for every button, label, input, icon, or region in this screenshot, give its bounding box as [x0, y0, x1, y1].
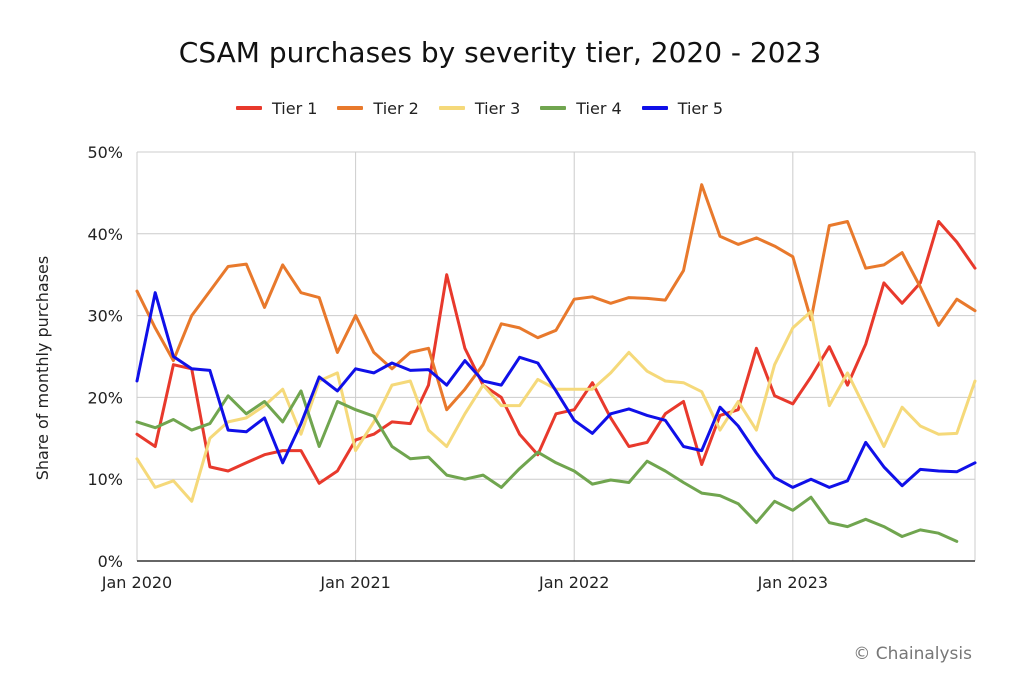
y-tick-label: 50% [87, 143, 123, 162]
series-lines [135, 183, 977, 543]
y-tick-label: 10% [87, 470, 123, 489]
chart-title: CSAM purchases by severity tier, 2020 - … [178, 36, 822, 69]
x-tick-label: Jan 2022 [538, 573, 609, 592]
legend-swatch-tier-2 [337, 106, 364, 110]
legend-label-tier-4: Tier 4 [576, 98, 622, 118]
series-line-tier-1 [135, 220, 977, 485]
y-tick-label: 20% [87, 388, 123, 407]
legend-item-tier-4: Tier 4 [540, 98, 622, 118]
legend-swatch-tier-1 [236, 106, 262, 110]
legend-swatch-tier-3 [438, 106, 465, 110]
series-line-tier-5 [135, 291, 977, 489]
x-tick-label: Jan 2020 [101, 573, 172, 592]
x-tick-label: Jan 2021 [319, 573, 390, 592]
legend-item-tier-1: Tier 1 [236, 99, 317, 118]
series-line-tier-4 [135, 389, 959, 543]
y-tick-label: 0% [98, 552, 123, 571]
series-line-tier-2 [135, 183, 977, 412]
watermark: © Chainalysis [853, 644, 972, 664]
x-tick-label: Jan 2023 [757, 573, 828, 592]
y-tick-label: 30% [87, 307, 123, 326]
legend-label-tier-1: Tier 1 [272, 98, 318, 118]
series-line-tier-3 [135, 310, 977, 503]
y-tick-label: 40% [87, 225, 123, 244]
legend-label-tier-5: Tier 5 [677, 98, 724, 118]
legend-swatch-tier-5 [641, 106, 668, 110]
grid [136, 151, 976, 561]
legend-item-tier-3: Tier 3 [438, 98, 521, 118]
legend-swatch-tier-4 [540, 106, 567, 110]
y-axis-label: Share of monthly purchases [33, 256, 52, 480]
legend-label-tier-3: Tier 3 [474, 98, 521, 118]
legend-item-tier-2: Tier 2 [337, 98, 419, 118]
legend: Tier 1 Tier 2 Tier 3 Tier 4 Tier 5 [236, 97, 743, 119]
legend-item-tier-5: Tier 5 [641, 98, 724, 118]
axes: 0% 10% 20% 30% 40% 50% Jan 2020 Jan 2021 Jan 202… [87, 143, 975, 592]
legend-label-tier-2: Tier 2 [373, 98, 419, 118]
